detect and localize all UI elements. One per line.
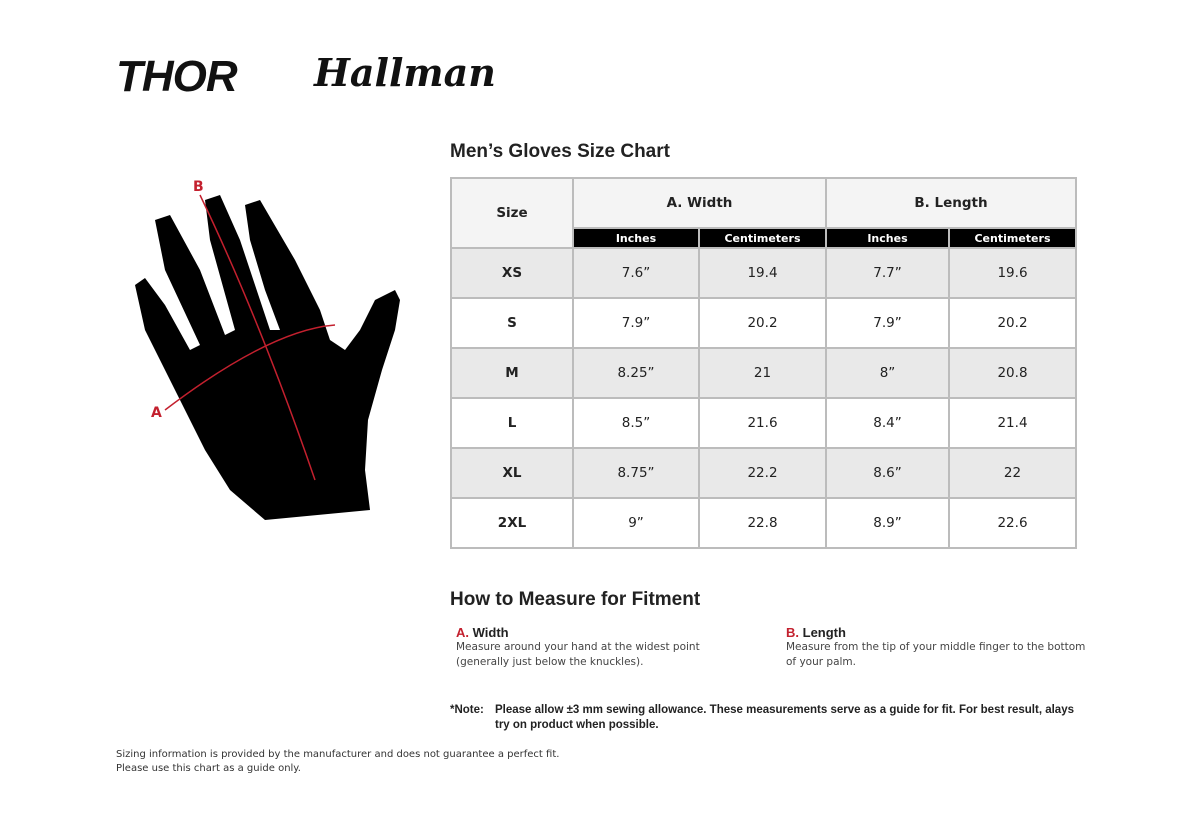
value-cell: 20.8 [948, 347, 1077, 399]
value-cell: 9” [572, 497, 700, 549]
value-cell: 19.4 [698, 247, 827, 299]
table-row: L 8.5” 21.6 8.4” 21.4 [450, 397, 1077, 449]
value-cell: 22.8 [698, 497, 827, 549]
value-cell: 8.6” [825, 447, 950, 499]
table-row: XS 7.6” 19.4 7.7” 19.6 [450, 247, 1077, 299]
subheader: Inches [572, 227, 700, 249]
width-arrow [164, 324, 336, 411]
length-letter: B. [786, 625, 799, 640]
value-cell: 7.9” [572, 297, 700, 349]
value-cell: 19.6 [948, 247, 1077, 299]
hallman-logo: Hallman [314, 50, 496, 95]
table-row: S 7.9” 20.2 7.9” 20.2 [450, 297, 1077, 349]
label-a: A [151, 405, 162, 421]
chart-title: Men’s Gloves Size Chart [450, 141, 670, 162]
value-cell: 8.25” [572, 347, 700, 399]
size-cell: M [450, 347, 574, 399]
value-cell: 22.6 [948, 497, 1077, 549]
length-label: Length [802, 625, 846, 640]
value-cell: 7.9” [825, 297, 950, 349]
width-letter: A. [456, 625, 469, 640]
subheader: Centimeters [948, 227, 1077, 249]
footer-line-1: Sizing information is provided by the ma… [116, 749, 560, 760]
size-header: Size [450, 177, 574, 249]
width-label: Width [472, 625, 509, 640]
value-cell: 8” [825, 347, 950, 399]
note-text: Please allow ±3 mm sewing allowance. The… [495, 704, 1074, 731]
size-cell: S [450, 297, 574, 349]
value-cell: 20.2 [698, 297, 827, 349]
value-cell: 21 [698, 347, 827, 399]
length-header: B. Length [825, 177, 1077, 229]
table-row: 2XL 9” 22.8 8.9” 22.6 [450, 497, 1077, 549]
width-instructions: A. Width Measure around your hand at the… [456, 625, 756, 670]
value-cell: 8.5” [572, 397, 700, 449]
length-arrow [199, 194, 316, 481]
value-cell: 8.75” [572, 447, 700, 499]
footer: Sizing information is provided by the ma… [116, 748, 559, 776]
value-cell: 20.2 [948, 297, 1077, 349]
label-b: B [193, 179, 204, 195]
size-cell: XS [450, 247, 574, 299]
length-text: Measure from the tip of your middle fing… [786, 641, 1086, 668]
length-instructions: B. Length Measure from the tip of your m… [786, 625, 1086, 670]
width-header: A. Width [572, 177, 827, 229]
thor-logo: THOR [116, 52, 238, 101]
value-cell: 22 [948, 447, 1077, 499]
measure-title: How to Measure for Fitment [450, 589, 701, 610]
value-cell: 8.9” [825, 497, 950, 549]
hand-silhouette [135, 195, 400, 520]
value-cell: 21.4 [948, 397, 1077, 449]
footer-line-2: Please use this chart as a guide only. [116, 763, 301, 774]
size-cell: 2XL [450, 497, 574, 549]
value-cell: 8.4” [825, 397, 950, 449]
value-cell: 21.6 [698, 397, 827, 449]
value-cell: 22.2 [698, 447, 827, 499]
note-label: *Note: [450, 704, 484, 716]
size-cell: XL [450, 447, 574, 499]
hand-diagram: B A [135, 179, 400, 520]
value-cell: 7.7” [825, 247, 950, 299]
width-text: Measure around your hand at the widest p… [456, 641, 700, 668]
table-row: M 8.25” 21 8” 20.8 [450, 347, 1077, 399]
subheader: Centimeters [698, 227, 827, 249]
size-cell: L [450, 397, 574, 449]
table-row: XL 8.75” 22.2 8.6” 22 [450, 447, 1077, 499]
subheader: Inches [825, 227, 950, 249]
value-cell: 7.6” [572, 247, 700, 299]
size-table: Size A. Width B. Length Inches Centimete… [450, 177, 1077, 549]
